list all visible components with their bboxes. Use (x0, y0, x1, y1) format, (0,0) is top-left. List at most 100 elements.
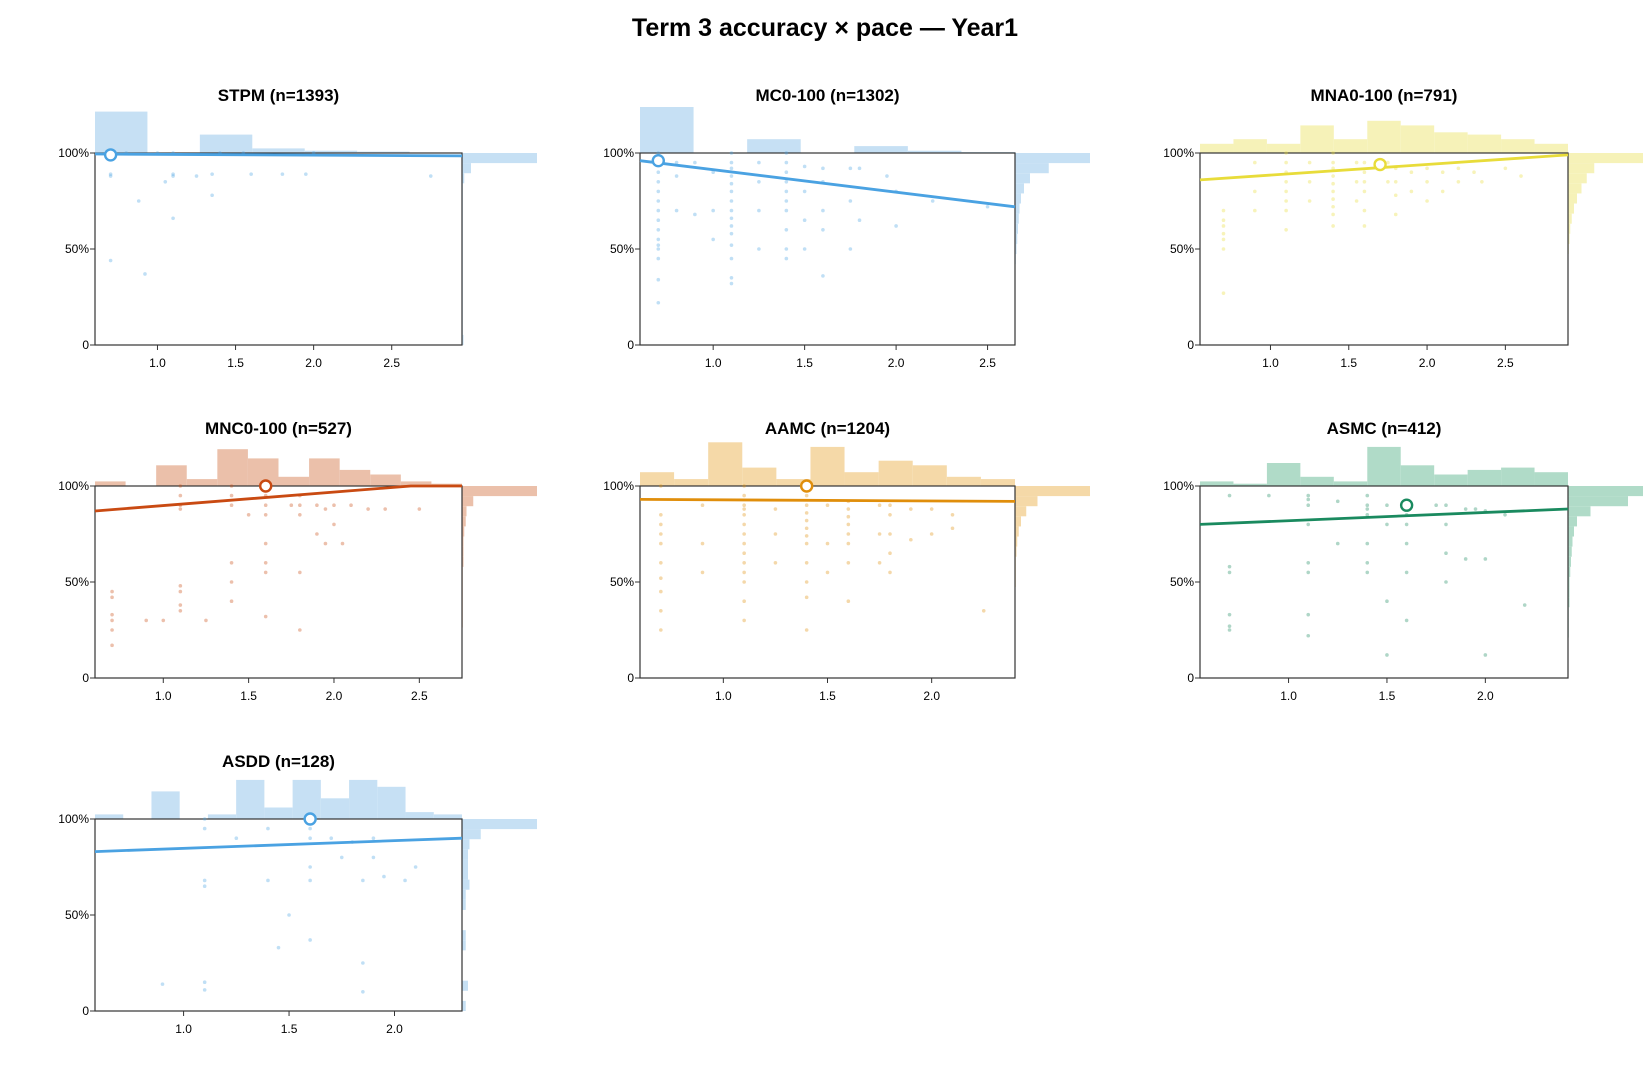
data-point (202, 826, 207, 831)
top-hist-bar (1333, 139, 1368, 153)
top-hist-bar (747, 139, 801, 153)
data-point (804, 580, 809, 584)
data-point (1331, 166, 1335, 171)
data-point (742, 551, 746, 555)
top-hist-bar (95, 481, 126, 486)
data-point (656, 228, 661, 232)
data-point (656, 243, 661, 247)
top-hist-bar (405, 812, 434, 819)
x-tick-label: 2.0 (923, 689, 940, 703)
data-point (742, 507, 746, 511)
panel-title: MNC0-100 (n=527) (205, 419, 352, 438)
data-point (266, 878, 270, 883)
top-hist-bar (1333, 481, 1368, 486)
plot-frame (639, 485, 1016, 679)
data-point (729, 276, 734, 280)
plot-frame (1199, 152, 1569, 346)
top-hist-bar (370, 474, 401, 486)
data-point (1306, 561, 1311, 565)
right-hist-bar (1568, 223, 1571, 234)
data-point (1362, 189, 1367, 194)
data-point (693, 212, 697, 217)
x-tick-label: 1.0 (715, 689, 732, 703)
data-point (757, 208, 761, 213)
right-hist-bar (1568, 486, 1643, 497)
right-hist-bar (1568, 526, 1574, 537)
data-point (693, 160, 697, 165)
data-point (804, 526, 809, 531)
data-point (1331, 204, 1335, 209)
data-point (742, 484, 746, 488)
data-point (729, 231, 734, 236)
data-point (729, 243, 734, 247)
data-point (1385, 522, 1389, 527)
right-hist-bar (1015, 223, 1018, 234)
data-point (674, 160, 679, 165)
figure-title: Term 3 accuracy × pace — Year1 (631, 14, 1019, 42)
data-point (1444, 503, 1448, 508)
data-point (821, 228, 825, 232)
right-hist-bar (462, 486, 537, 497)
trend-line (94, 484, 462, 513)
data-point (413, 865, 418, 869)
x-tick-label: 2.5 (1497, 356, 1514, 370)
right-hist-bar (1015, 213, 1019, 224)
data-point (263, 570, 268, 575)
right-hist-bar (462, 516, 466, 527)
data-point (804, 518, 809, 523)
data-point (1444, 551, 1448, 555)
top-hist-bar (1501, 467, 1535, 486)
top-hist-bar (1266, 143, 1301, 153)
top-hist-bar (1534, 143, 1568, 153)
data-point (804, 561, 809, 565)
data-point (171, 174, 175, 178)
data-point (1386, 160, 1390, 165)
data-point (298, 513, 302, 517)
data-point (1425, 166, 1429, 171)
data-point (825, 570, 830, 575)
top-hist-bar (708, 442, 743, 486)
data-point (229, 503, 234, 508)
right-hist-bar (462, 153, 537, 164)
data-point (729, 199, 734, 203)
y-tick-label: 0 (82, 338, 89, 352)
right-hist-bar (1568, 163, 1595, 174)
data-point (1456, 166, 1461, 171)
data-point (656, 151, 661, 155)
top-hist-bar (1300, 476, 1334, 486)
top-hist-bar (207, 814, 237, 819)
data-point (1365, 507, 1370, 511)
top-hist-bar (156, 465, 187, 486)
y-tick-label: 100% (603, 479, 634, 493)
right-hist-bar (462, 829, 481, 840)
x-tick-label: 2.0 (305, 356, 322, 370)
right-hist-bar (462, 496, 474, 507)
data-point (729, 208, 734, 213)
top-hist-bar (1501, 139, 1535, 153)
data-point (403, 878, 407, 883)
data-point (656, 170, 661, 174)
data-point (784, 256, 789, 261)
data-point (160, 982, 165, 986)
data-point (1307, 180, 1312, 184)
data-point (742, 570, 746, 575)
top-hist-bar (1434, 132, 1468, 153)
data-point (1365, 503, 1370, 508)
top-hist-bar (1434, 474, 1468, 486)
data-point (1335, 499, 1340, 504)
y-tick-label: 0 (82, 1004, 89, 1018)
right-hist-bar (1015, 526, 1019, 537)
data-point (1456, 180, 1461, 184)
data-point (1227, 570, 1232, 575)
data-point (929, 507, 934, 511)
data-point (888, 532, 892, 536)
data-point (804, 503, 809, 508)
top-hist-bar (339, 469, 371, 486)
data-point (1404, 570, 1409, 575)
y-tick-label: 0 (82, 671, 89, 685)
right-hist-bar (1568, 556, 1571, 567)
top-hist-bar (1467, 469, 1502, 486)
data-point (178, 603, 183, 607)
top-hist-bar (1400, 125, 1435, 153)
right-hist-bar (462, 556, 464, 567)
